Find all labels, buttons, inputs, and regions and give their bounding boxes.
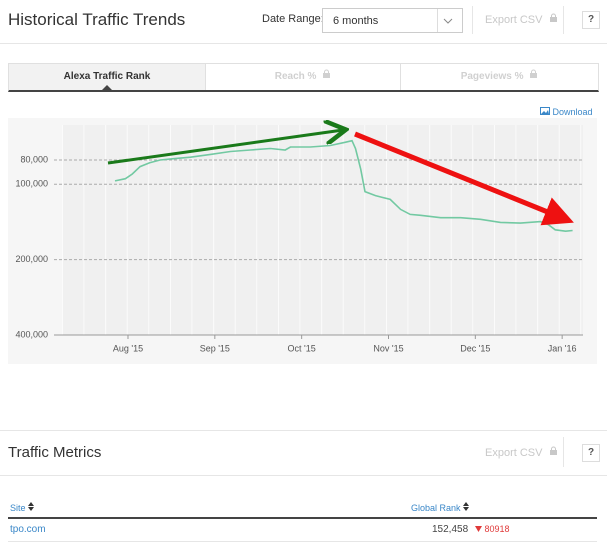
column-label: Global Rank [411, 503, 461, 513]
chart: 80,000 100,000 200,000 400,000 Aug '15 Sep '1… [8, 118, 597, 364]
help-button[interactable]: ? [582, 11, 600, 29]
plot-layer: 80,000 100,000 200,000 400,000 Aug '15 Sep '1… [15, 139, 583, 353]
y-tick-label: 80,000 [20, 154, 48, 164]
column-header[interactable]: Site [10, 502, 35, 513]
metrics-title: Traffic Metrics [8, 444, 102, 461]
divider [472, 6, 473, 34]
tab-label: Alexa Traffic Rank [63, 71, 151, 82]
sort-icon [463, 502, 470, 511]
x-tick-label: Dec '15 [460, 343, 490, 353]
annotation-arrow [107, 130, 343, 165]
annotation-arrow [354, 131, 574, 226]
x-tick-label: Sep '15 [200, 343, 230, 353]
rank-change: 80918 [475, 524, 510, 534]
lock-icon [549, 446, 557, 455]
export-csv[interactable]: Export CSV [485, 446, 558, 459]
tab-label: Pageviews % [460, 71, 524, 82]
divider [563, 6, 564, 34]
global-rank: 152,458 [432, 524, 469, 535]
divider [563, 437, 564, 467]
download-link[interactable]: Download [540, 107, 593, 117]
rank-line [114, 139, 573, 233]
table-row: tpo.com 152,458 80918 [8, 519, 597, 542]
tab-pointer [102, 85, 112, 90]
date-range-select[interactable]: 6 months [322, 8, 463, 33]
download-text: Download [552, 107, 593, 117]
y-tick-label: 100,000 [15, 179, 48, 189]
x-tick-label: Jan '16 [548, 343, 577, 353]
chevron [443, 18, 453, 24]
x-tick-label: Aug '15 [113, 343, 143, 353]
rank-change-value: 80918 [484, 524, 510, 534]
tab[interactable]: Pageviews % [401, 64, 598, 90]
export-text: Export CSV [485, 14, 543, 26]
table-header: Site Global Rank [8, 499, 597, 519]
tab-active[interactable]: Alexa Traffic Rank [9, 64, 206, 90]
page-title: Historical Traffic Trends [8, 10, 186, 29]
lock-icon [530, 69, 538, 78]
site-link[interactable]: tpo.com [10, 524, 46, 535]
metrics-header: Traffic Metrics Export CSV ? [0, 430, 607, 476]
sort-icon [28, 502, 35, 511]
column-label: Site [10, 503, 26, 513]
help-button[interactable]: ? [582, 444, 600, 462]
y-tick-label: 200,000 [15, 254, 48, 264]
down-triangle [475, 526, 482, 532]
x-tick-label: Nov '15 [373, 343, 403, 353]
y-tick-label: 400,000 [15, 329, 48, 339]
export-text: Export CSV [485, 447, 543, 459]
column-header[interactable]: Global Rank [411, 502, 470, 513]
plot-area [62, 125, 583, 335]
select-divider [437, 9, 438, 32]
tabs: Alexa Traffic Rank Reach % Pageviews % [8, 63, 599, 92]
header-bar: Historical Traffic Trends Date Range: 6 … [0, 0, 607, 44]
x-tick-label: Oct '15 [288, 343, 316, 353]
tab[interactable]: Reach % [206, 64, 401, 90]
lock-icon [323, 69, 331, 78]
image-icon [540, 107, 550, 115]
date-range-value: 6 months [333, 15, 379, 27]
tab-label: Reach % [274, 71, 317, 82]
date-range-label: Date Range: [262, 13, 324, 25]
lock-icon [549, 13, 557, 22]
export-csv[interactable]: Export CSV [485, 13, 558, 26]
